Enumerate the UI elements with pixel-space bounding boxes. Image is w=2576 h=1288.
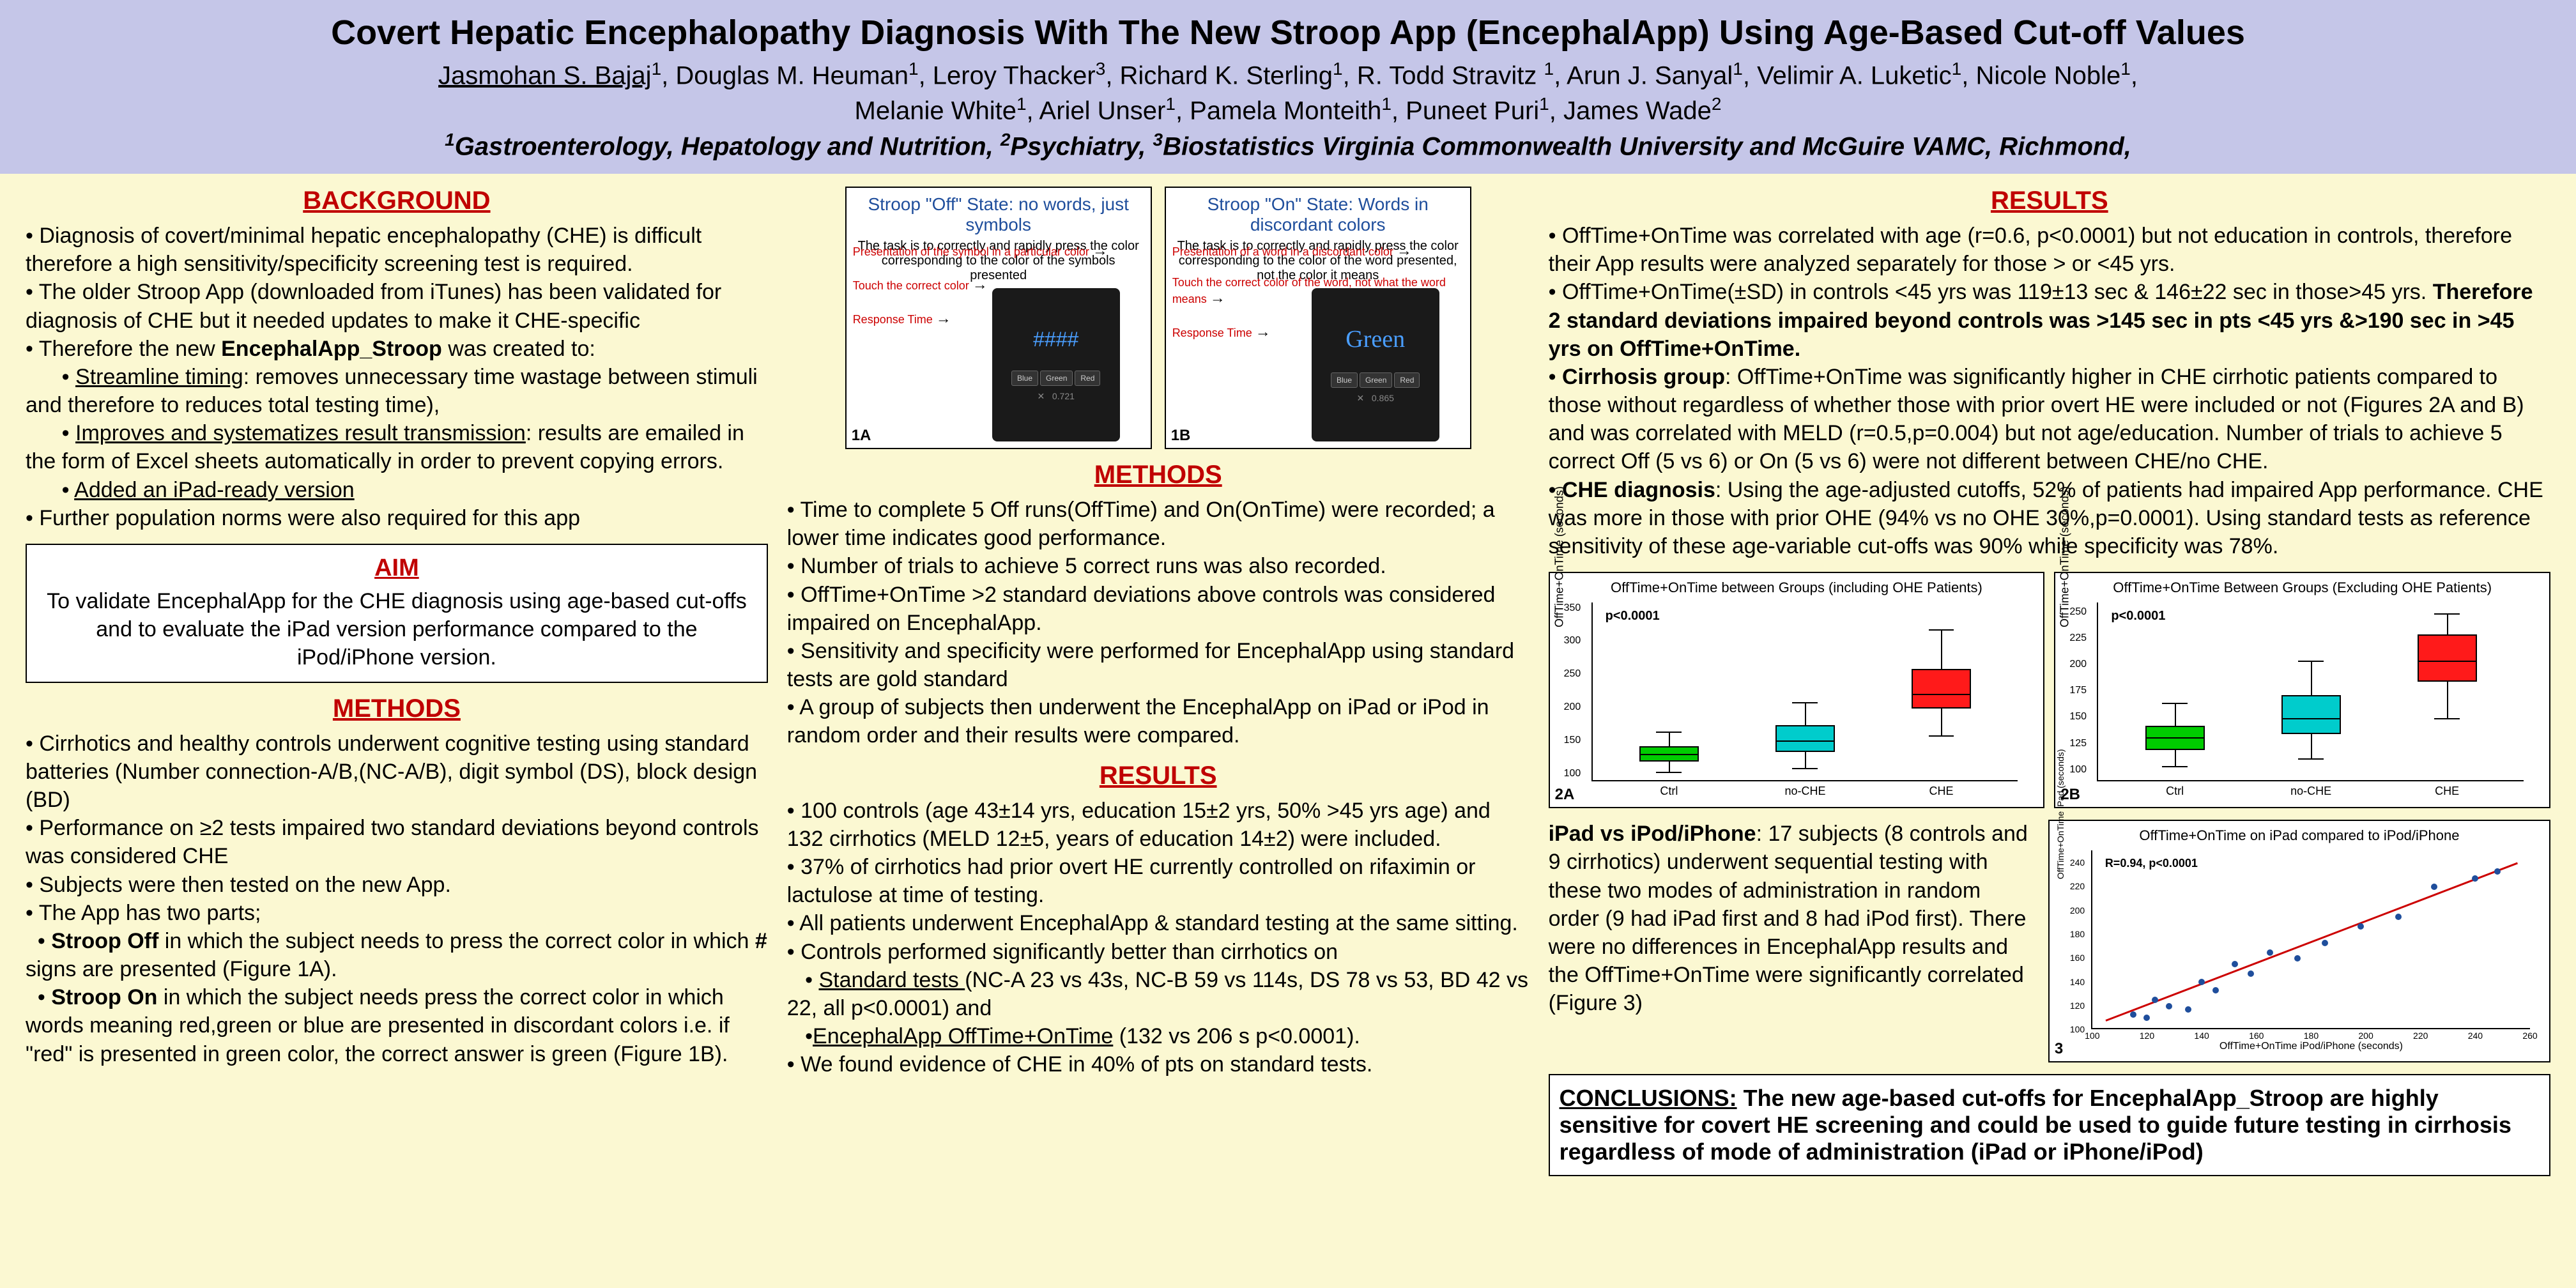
authors-line2: Melanie White1, Ariel Unser1, Pamela Mon… [26,94,2550,125]
poster-title: Covert Hepatic Encephalopathy Diagnosis … [26,13,2550,52]
background-text: • Diagnosis of covert/minimal hepatic en… [26,222,768,532]
fig-1a-label: 1A [852,427,871,445]
screen-on: Stroop "On" State: Words in discordant c… [1165,187,1471,449]
fig-2a-title: OffTime+OnTime between Groups (including… [1556,579,2037,596]
phone-word: Green [1346,325,1405,353]
aim-title: AIM [36,555,757,582]
fig-3-plot: 1001201401601802002202402601001201401601… [2091,850,2530,1029]
phone-on-time: ✕ 0.865 [1356,393,1393,404]
background-section: BACKGROUND • Diagnosis of covert/minimal… [26,187,768,532]
ipad-row: iPad vs iPod/iPhone: 17 subjects (8 cont… [1549,820,2550,1062]
poster-content: BACKGROUND • Diagnosis of covert/minimal… [0,174,2576,1189]
authors-line1: Jasmohan S. Bajaj1, Douglas M. Heuman1, … [26,59,2550,90]
results2-section: RESULTS • OffTime+OnTime was correlated … [1549,187,2550,560]
fig-3-title: OffTime+OnTime on iPad compared to iPod/… [2056,827,2543,844]
results2-title: RESULTS [1549,187,2550,215]
boxplot-row: OffTime+OnTime between Groups (including… [1549,572,2550,808]
fig-1b-label: 1B [1171,427,1191,445]
results1-title: RESULTS [787,762,1529,790]
methods2-title: METHODS [787,461,1529,489]
phone-off-buttons: Blue Green Red [1011,371,1100,386]
methods2-text: • Time to complete 5 Off runs(OffTime) a… [787,496,1529,750]
phone-off-time: ✕ 0.721 [1037,391,1074,402]
column-right: RESULTS • OffTime+OnTime was correlated … [1549,187,2550,1176]
phone-on: Green Blue Green Red ✕ 0.865 [1312,288,1439,441]
background-title: BACKGROUND [26,187,768,215]
poster-header: Covert Hepatic Encephalopathy Diagnosis … [0,0,2576,174]
fig-2b-title: OffTime+OnTime Between Groups (Excluding… [2062,579,2543,596]
ipad-text: iPad vs iPod/iPhone: 17 subjects (8 cont… [1549,820,2035,1017]
aim-box: AIM To validate EncephalApp for the CHE … [26,544,768,683]
conclusions-box: CONCLUSIONS: The new age-based cut-offs … [1549,1074,2550,1176]
phone-off: #### Blue Green Red ✕ 0.721 [992,288,1120,441]
column-center: Stroop "Off" State: no words, just symbo… [787,187,1529,1176]
methods2-section: METHODS • Time to complete 5 Off runs(Of… [787,461,1529,750]
methods1-text: • Cirrhotics and healthy controls underw… [26,730,768,1068]
methods1-section: METHODS • Cirrhotics and healthy control… [26,694,768,1068]
screen-off: Stroop "Off" State: no words, just symbo… [845,187,1152,449]
column-left: BACKGROUND • Diagnosis of covert/minimal… [26,187,768,1176]
phone-hash: #### [1033,328,1078,351]
fig-2a: OffTime+OnTime between Groups (including… [1549,572,2045,808]
fig-2a-plot: 100150200250300350p<0.0001OffTime+OnTime… [1591,602,2018,781]
screen-off-title: Stroop "Off" State: no words, just symbo… [853,194,1144,235]
affiliations: 1Gastroenterology, Hepatology and Nutrit… [26,130,2550,161]
results2-text: • OffTime+OnTime was correlated with age… [1549,222,2550,560]
fig-2b: OffTime+OnTime Between Groups (Excluding… [2054,572,2550,808]
results1-text: • 100 controls (age 43±14 yrs, education… [787,797,1529,1079]
methods1-title: METHODS [26,694,768,723]
aim-text: To validate EncephalApp for the CHE diag… [47,589,747,670]
phone-on-buttons: Blue Green Red [1331,372,1420,388]
fig-2a-num: 2A [1555,786,1575,804]
app-screenshots: Stroop "Off" State: no words, just symbo… [787,187,1529,449]
fig-3-num: 3 [2055,1040,2063,1058]
fig-3: OffTime+OnTime on iPad compared to iPod/… [2048,820,2550,1062]
results1-section: RESULTS • 100 controls (age 43±14 yrs, e… [787,762,1529,1079]
screen-on-title: Stroop "On" State: Words in discordant c… [1172,194,1464,235]
fig-2b-plot: 100125150175200225250p<0.0001OffTime+OnT… [2097,602,2524,781]
